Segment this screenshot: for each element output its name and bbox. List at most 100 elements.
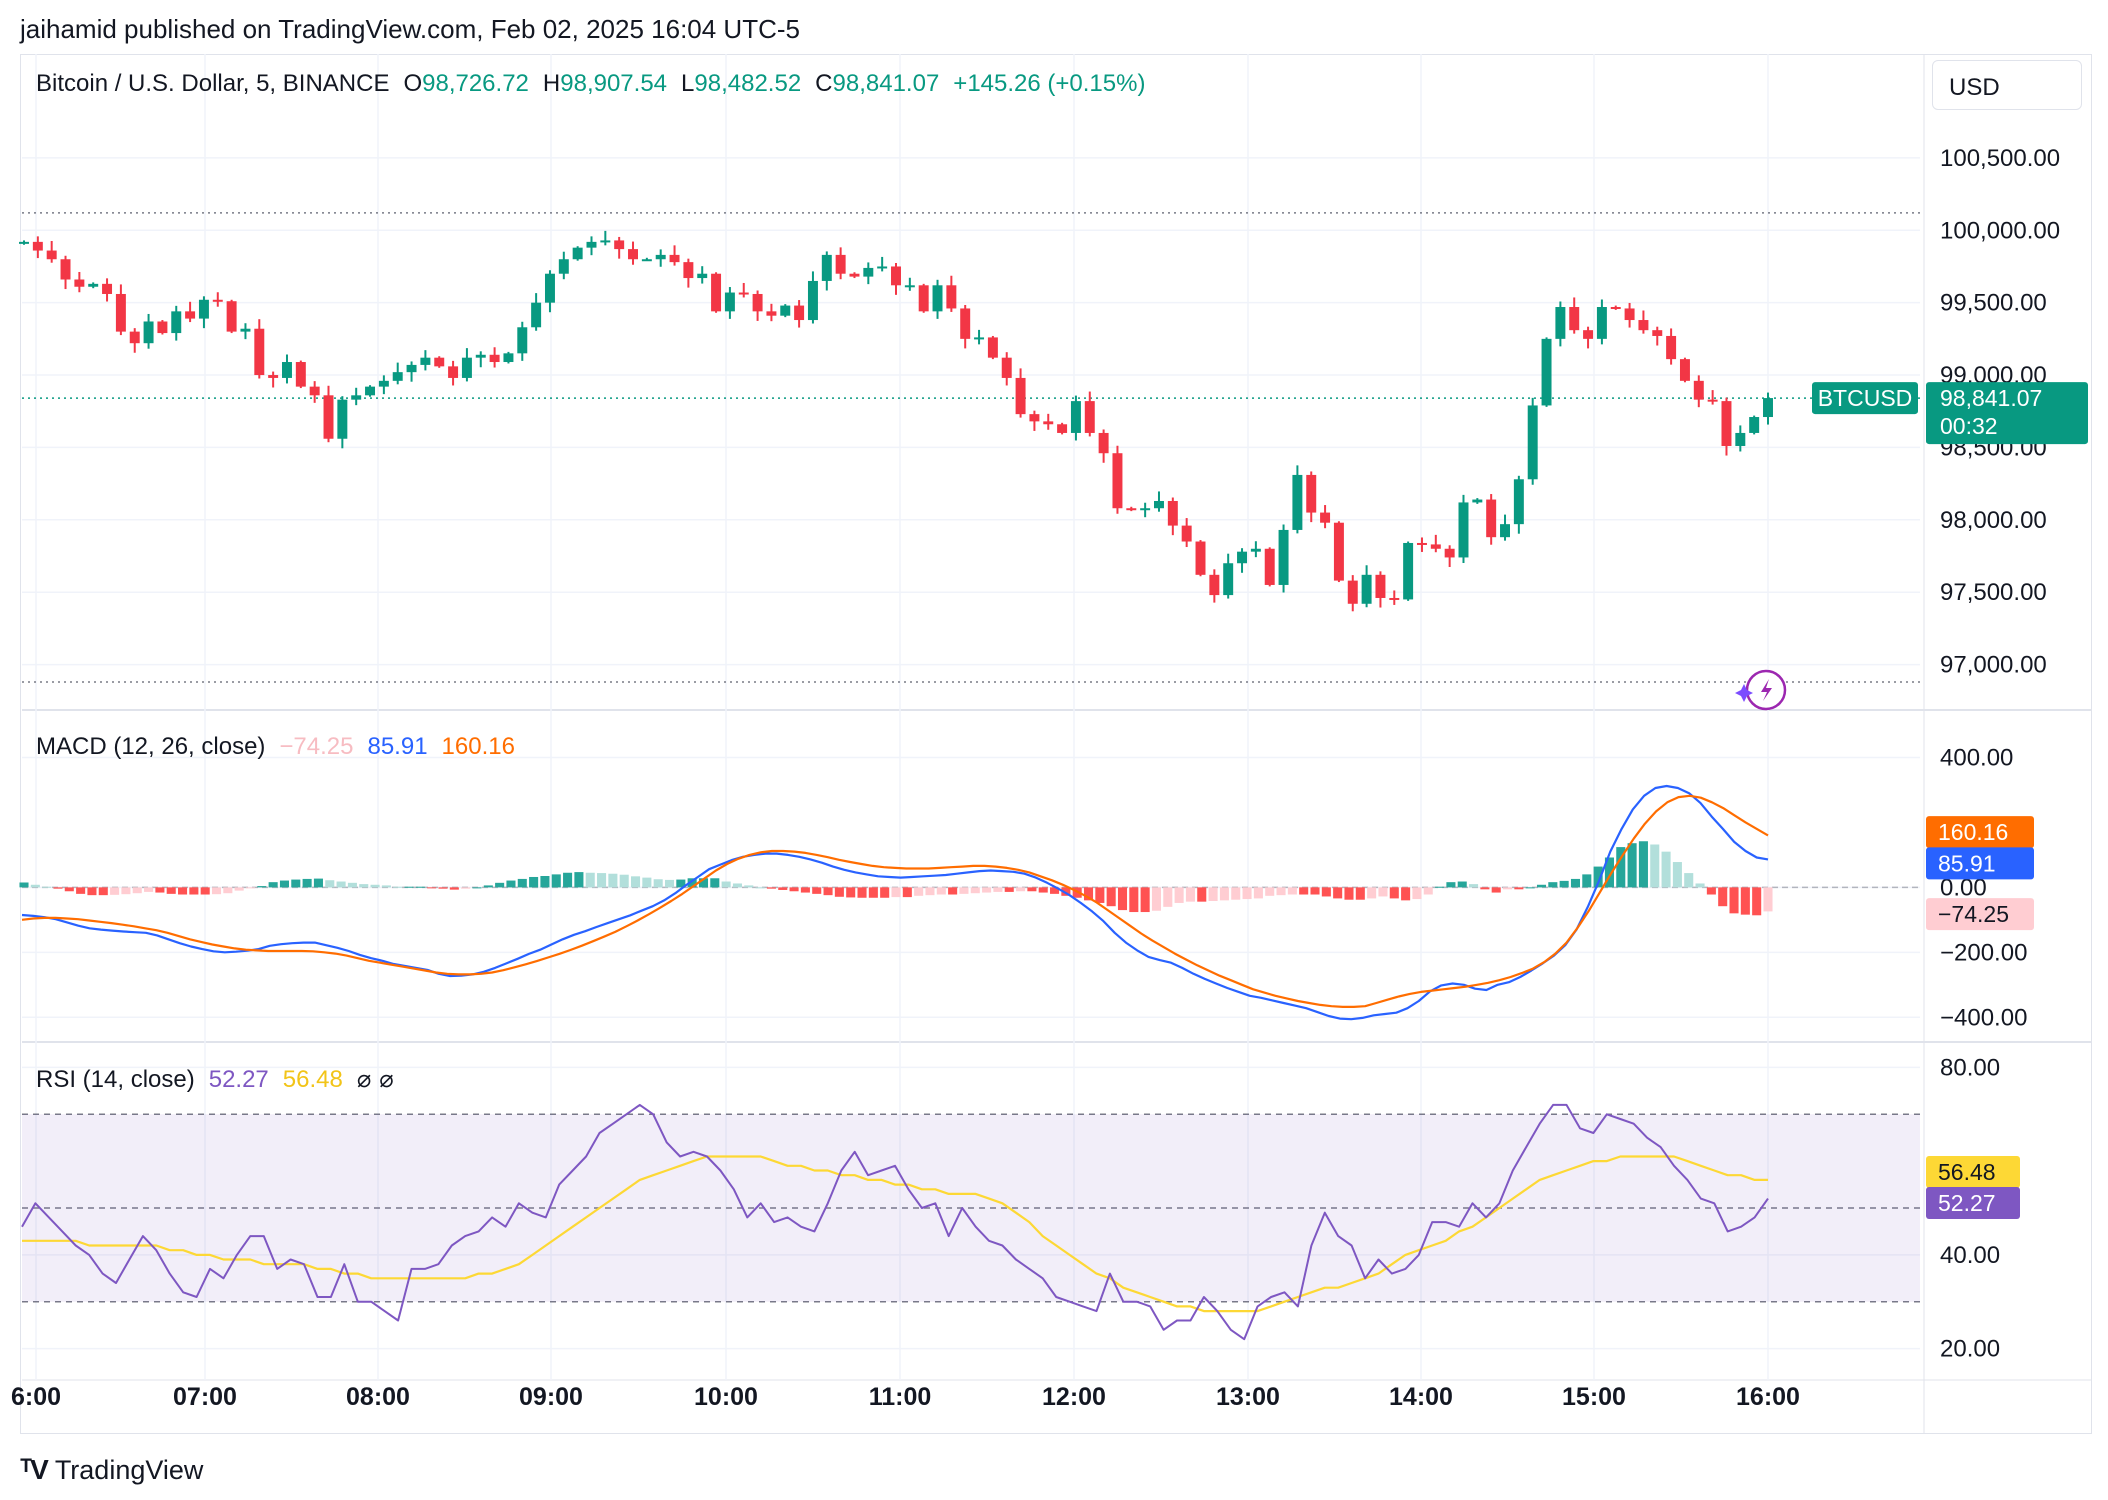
candle-body xyxy=(614,240,625,250)
macd-histogram-bar xyxy=(1469,884,1479,888)
candle-body xyxy=(807,280,818,321)
macd-histogram-bar xyxy=(211,887,222,895)
macd-histogram-bar xyxy=(1740,887,1750,915)
chart-frame[interactable] xyxy=(20,54,2092,1434)
macd-histogram-bar xyxy=(1095,887,1105,903)
macd-histogram-bar xyxy=(891,887,901,898)
high-label: H xyxy=(542,70,561,97)
candle-body xyxy=(724,292,735,312)
macd-histogram-bar xyxy=(415,886,425,888)
candle-body xyxy=(711,273,722,312)
price-tag xyxy=(1926,382,2088,445)
candle-body xyxy=(683,262,694,279)
macd-histogram-bar xyxy=(1446,882,1456,888)
macd-histogram-bar xyxy=(1231,887,1241,900)
time-tick-label: 14:00 xyxy=(1389,1383,1453,1411)
candle-body xyxy=(129,331,140,344)
candle-body xyxy=(1638,320,1649,331)
candle-body xyxy=(1555,307,1566,339)
macd-histogram-bar xyxy=(563,872,573,888)
candle-body xyxy=(1112,453,1123,509)
candle-body xyxy=(1375,574,1386,598)
macd-histogram-bar xyxy=(1752,887,1762,916)
macd-histogram-bar xyxy=(778,887,788,890)
price-tick-label: 100,500.00 xyxy=(1940,145,2060,172)
published-caption: jaihamid published on TradingView.com, F… xyxy=(20,14,800,44)
candle-body xyxy=(1209,574,1220,596)
candle-body xyxy=(1707,399,1718,402)
macd-title[interactable]: MACD (12, 26, close) xyxy=(36,733,266,760)
macd-histogram-bar xyxy=(1491,887,1501,893)
rsi-tick-label: 80.00 xyxy=(1940,1054,2000,1081)
macd-tick-label: −200.00 xyxy=(1940,939,2027,966)
candle-body xyxy=(212,299,223,302)
close-value: 98,841.07 xyxy=(832,70,940,97)
macd-histogram-bar xyxy=(1253,887,1263,899)
candle-body xyxy=(1749,417,1760,433)
macd-histogram-bar xyxy=(1265,887,1275,896)
candle-body xyxy=(282,362,292,378)
macd-histogram-bar xyxy=(1389,887,1399,899)
macd-histogram-bar xyxy=(1287,887,1297,895)
candle-body xyxy=(1624,308,1635,321)
time-tick-label: 09:00 xyxy=(519,1383,583,1411)
macd-histogram-bar xyxy=(574,872,584,888)
macd-histogram-bar xyxy=(619,874,629,888)
candle-body xyxy=(932,285,943,312)
macd-histogram-bar xyxy=(223,887,233,894)
time-tick-label: 07:00 xyxy=(173,1383,237,1411)
macd-histogram-bar xyxy=(200,887,210,895)
macd-histogram-bar xyxy=(1763,887,1773,912)
macd-histogram-bar xyxy=(631,876,641,888)
macd-histogram-bar xyxy=(698,878,709,888)
currency-selector[interactable]: USD xyxy=(1932,60,2082,110)
time-tick-label: 11:00 xyxy=(869,1383,932,1411)
symbol-label[interactable]: Bitcoin / U.S. Dollar, 5, BINANCE xyxy=(36,70,390,97)
candle-body xyxy=(1195,541,1206,575)
candle-body xyxy=(448,366,459,378)
macd-histogram-bar xyxy=(189,887,199,895)
assistant-icon[interactable] xyxy=(1735,669,1787,711)
macd-histogram-bar xyxy=(597,873,607,888)
macd-tick-label: 400.00 xyxy=(1940,744,2013,771)
macd-histogram-bar xyxy=(1582,874,1592,888)
macd-line-tag-label: 85.91 xyxy=(1938,850,1996,876)
candle-body xyxy=(88,283,99,287)
candle-body xyxy=(1154,500,1164,509)
macd-histogram-bar xyxy=(1163,887,1173,907)
macd-histogram-bar xyxy=(800,887,810,893)
candle-body xyxy=(1500,524,1510,538)
macd-histogram-bar xyxy=(302,878,312,888)
candle-body xyxy=(1569,307,1580,331)
macd-histogram-bar xyxy=(1027,887,1037,892)
candle-body xyxy=(1001,357,1012,378)
macd-histogram-bar xyxy=(902,887,912,898)
symbol-tag xyxy=(1812,382,1918,415)
macd-histogram-bar xyxy=(1548,882,1558,888)
rsi-title[interactable]: RSI (14, close) xyxy=(36,1066,195,1093)
rsi-legend: RSI (14, close) 52.27 56.48 ⌀ ⌀ xyxy=(36,1065,408,1094)
macd-histogram-bar xyxy=(359,884,369,888)
candle-body xyxy=(1486,499,1497,538)
candle-body xyxy=(32,241,43,251)
candle-body xyxy=(1430,544,1441,549)
candle-body xyxy=(641,259,652,262)
candle-body xyxy=(918,285,929,312)
candle-body xyxy=(351,395,362,400)
candle-body xyxy=(1098,432,1109,454)
macd-histogram-bar xyxy=(529,876,539,888)
macd-histogram-bar xyxy=(710,878,720,888)
macd-histogram-bar xyxy=(325,880,335,888)
macd-histogram-bar xyxy=(1706,887,1716,895)
macd-histogram-bar xyxy=(664,879,675,888)
macd-histogram-bar xyxy=(1117,887,1128,911)
tradingview-footer[interactable]: ᵀV TradingView xyxy=(20,1454,203,1486)
open-value: 98,726.72 xyxy=(422,70,529,97)
macd-histogram-bar xyxy=(1004,887,1014,892)
macd-histogram-bar xyxy=(1401,887,1411,901)
macd-histogram-bar xyxy=(121,887,131,895)
macd-histogram-bar xyxy=(1457,881,1467,888)
macd-histogram-bar xyxy=(755,887,765,889)
macd-histogram-bar xyxy=(245,887,256,889)
